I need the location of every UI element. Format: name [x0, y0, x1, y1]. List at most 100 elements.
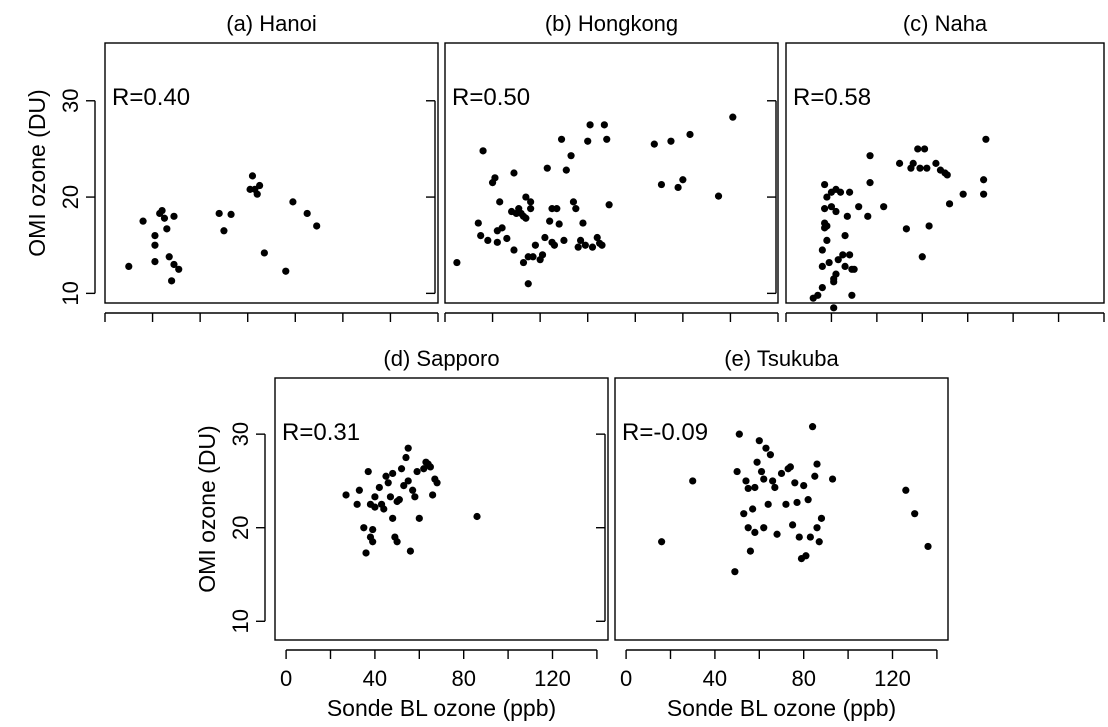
data-point	[256, 181, 264, 190]
data-point	[923, 164, 931, 172]
data-point	[806, 533, 814, 541]
data-point	[546, 217, 554, 225]
data-point	[496, 198, 504, 206]
data-point	[227, 210, 235, 219]
data-point	[588, 243, 597, 251]
data-point	[586, 121, 594, 129]
data-point	[855, 203, 863, 211]
x-tick-label: 0	[280, 666, 292, 691]
data-point	[742, 477, 750, 485]
x-tick-label: 40	[363, 666, 387, 691]
data-point	[740, 510, 748, 518]
data-point	[818, 283, 826, 292]
data-point	[832, 270, 840, 278]
correlation-label: R=-0.09	[622, 419, 708, 446]
data-point	[895, 159, 904, 167]
data-point	[600, 121, 608, 129]
data-point	[731, 568, 739, 576]
data-point	[158, 206, 166, 215]
data-point	[762, 444, 770, 452]
data-point	[686, 130, 694, 139]
data-point	[371, 503, 379, 511]
data-point	[553, 205, 561, 213]
data-point	[397, 465, 406, 473]
data-point	[555, 220, 563, 228]
data-point	[836, 188, 845, 196]
data-point	[395, 496, 403, 504]
data-point	[980, 176, 988, 184]
data-point	[689, 477, 697, 485]
data-point	[789, 521, 797, 529]
data-point	[834, 256, 842, 264]
x-tick-label: 80	[451, 666, 475, 691]
data-point	[674, 183, 682, 192]
data-point	[313, 222, 321, 230]
data-point	[751, 528, 759, 536]
data-point	[522, 214, 530, 222]
data-point	[139, 217, 147, 225]
data-point	[593, 233, 601, 242]
data-point	[360, 524, 368, 532]
data-point	[170, 260, 178, 269]
data-point	[911, 510, 919, 518]
data-point	[342, 491, 350, 499]
data-point	[529, 253, 537, 261]
data-point	[527, 205, 535, 213]
data-point	[572, 205, 580, 213]
data-point	[400, 482, 408, 490]
data-point	[151, 241, 159, 249]
data-point	[303, 209, 311, 218]
data-point	[420, 465, 428, 473]
data-point	[811, 472, 819, 480]
data-point	[945, 200, 954, 208]
data-point	[902, 225, 910, 233]
data-point	[567, 152, 575, 160]
data-point	[818, 246, 826, 254]
data-point	[825, 258, 833, 267]
data-point	[679, 176, 687, 184]
data-point	[364, 467, 372, 476]
data-point	[817, 514, 826, 522]
data-point	[584, 137, 592, 145]
data-point	[813, 460, 821, 468]
data-point	[760, 475, 768, 483]
data-point	[802, 552, 810, 560]
panel-title: (b) Hongkong	[545, 11, 678, 36]
data-point	[562, 166, 570, 174]
data-point	[473, 512, 481, 521]
data-point	[404, 477, 412, 485]
data-point	[543, 164, 551, 172]
panel-title: (c) Naha	[903, 11, 988, 36]
data-point	[519, 258, 528, 267]
data-point	[581, 241, 589, 249]
data-point	[866, 152, 874, 160]
y-tick-label: 30	[58, 89, 83, 113]
correlation-label: R=0.40	[112, 84, 190, 111]
data-point	[764, 500, 772, 508]
data-point	[538, 251, 547, 259]
data-point	[598, 241, 606, 249]
data-point	[760, 524, 768, 532]
data-point	[248, 172, 257, 180]
data-point	[746, 547, 755, 555]
data-point	[160, 214, 169, 222]
data-point	[479, 147, 487, 155]
data-point	[980, 190, 988, 198]
panel-title: (e) Tsukuba	[724, 346, 839, 371]
y-axis-label: OMI ozone (DU)	[194, 425, 220, 592]
data-point	[253, 190, 261, 198]
data-point	[830, 304, 838, 312]
data-point	[657, 180, 666, 189]
data-point	[850, 265, 858, 273]
correlation-label: R=0.31	[282, 419, 360, 446]
panel-3: (d) Sapporo R=0.31 0 40 80 120 10 20 30 OMI ozone…	[194, 346, 609, 721]
data-point	[914, 145, 922, 153]
data-point	[751, 483, 759, 492]
x-tick-label: 40	[703, 666, 727, 691]
data-point	[491, 174, 499, 182]
correlation-label: R=0.58	[793, 84, 871, 111]
data-point	[125, 262, 133, 271]
data-point	[667, 137, 675, 145]
data-point	[866, 179, 874, 187]
y-tick-label: 10	[58, 281, 83, 305]
